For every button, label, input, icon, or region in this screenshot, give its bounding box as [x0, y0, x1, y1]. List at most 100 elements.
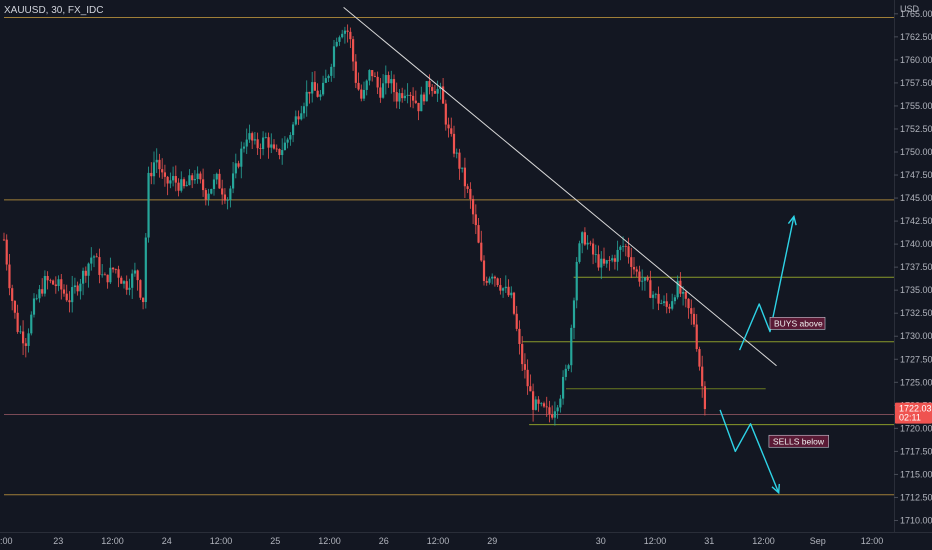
buy-arrow[interactable]	[738, 214, 797, 351]
candle	[646, 275, 649, 282]
candle	[501, 287, 505, 298]
candle	[335, 37, 338, 48]
sell-arrow[interactable]	[719, 409, 780, 495]
candle	[152, 151, 156, 185]
candle	[671, 293, 674, 311]
candle	[319, 89, 322, 101]
candle	[660, 299, 663, 305]
candle	[117, 265, 120, 288]
candle	[98, 248, 101, 284]
candle	[387, 71, 390, 88]
candle	[147, 166, 150, 243]
candle	[572, 297, 576, 340]
candle	[79, 278, 82, 300]
x-tick-label: Sep	[810, 536, 826, 546]
candle	[540, 402, 543, 407]
candle	[259, 143, 262, 159]
candle	[627, 237, 630, 264]
candle	[474, 204, 477, 235]
candle	[261, 131, 265, 156]
time-axis[interactable]	[0, 532, 932, 550]
sells-label[interactable]: SELLS below	[768, 434, 829, 448]
candle	[128, 278, 131, 296]
current-price-label: 1722.03	[899, 404, 932, 414]
candle	[163, 164, 167, 187]
candle	[122, 280, 126, 289]
candle	[559, 394, 562, 413]
candle	[504, 275, 507, 294]
candle	[654, 292, 657, 299]
candle	[630, 247, 633, 279]
sells-label-text: SELLS below	[773, 436, 825, 446]
candle	[46, 271, 49, 290]
arrow-head-icon	[771, 483, 780, 495]
candle	[597, 245, 600, 271]
x-tick-label: 12:00	[752, 536, 775, 546]
candle	[210, 188, 213, 195]
candle	[131, 269, 134, 299]
candle	[643, 277, 647, 291]
candle	[92, 254, 96, 268]
candle	[373, 72, 377, 78]
candle	[188, 169, 191, 186]
candle	[90, 247, 93, 271]
candle	[488, 276, 491, 285]
candle	[469, 182, 472, 209]
candle	[698, 346, 701, 371]
y-tick-label: 1720.00	[900, 423, 932, 433]
candle	[65, 284, 68, 302]
candle	[436, 80, 439, 102]
trendline[interactable]	[343, 6, 777, 367]
candle	[125, 275, 128, 295]
arrow-head-icon	[787, 214, 797, 226]
candle	[278, 148, 281, 160]
candle	[692, 307, 696, 328]
candle	[338, 35, 341, 46]
candle	[409, 91, 412, 108]
price-axis[interactable]	[894, 0, 932, 532]
candle	[237, 160, 240, 169]
candle	[608, 256, 611, 271]
y-tick-label: 1727.50	[900, 354, 932, 364]
y-tick-label: 1742.50	[900, 216, 932, 226]
y-tick-label: 1745.00	[900, 193, 932, 203]
candle	[564, 364, 567, 381]
candle	[551, 405, 554, 420]
candle	[330, 63, 333, 82]
buys-label-text: BUYS above	[774, 318, 823, 328]
candle	[270, 133, 273, 154]
x-tick-label: 12:00	[861, 536, 884, 546]
symbol-label[interactable]: XAUUSD, 30, FX_IDC	[4, 5, 103, 16]
candle	[556, 405, 559, 419]
candle	[493, 275, 497, 287]
candle	[177, 178, 180, 197]
candle	[111, 267, 115, 273]
drawings[interactable]: BUYS above SELLS below	[343, 6, 829, 495]
candle	[611, 254, 614, 263]
candle	[570, 324, 573, 373]
candle	[87, 262, 90, 288]
candle	[300, 105, 303, 121]
candle	[411, 87, 415, 109]
candle	[701, 355, 704, 398]
candle	[13, 300, 17, 319]
candle	[679, 272, 682, 297]
y-tick-label: 1752.50	[900, 124, 932, 134]
candle	[24, 338, 27, 358]
candle	[185, 181, 188, 187]
candle	[379, 78, 382, 103]
horizontal-levels[interactable]	[4, 17, 894, 496]
candle	[51, 279, 55, 286]
candle	[368, 69, 371, 86]
candle	[390, 70, 393, 94]
candle	[619, 245, 622, 261]
candle	[114, 268, 117, 274]
candle	[313, 71, 317, 91]
y-tick-label: 1740.00	[900, 239, 932, 249]
candle	[234, 153, 237, 179]
buys-label[interactable]: BUYS above	[769, 317, 826, 330]
candle	[428, 74, 431, 95]
candle	[624, 243, 627, 257]
